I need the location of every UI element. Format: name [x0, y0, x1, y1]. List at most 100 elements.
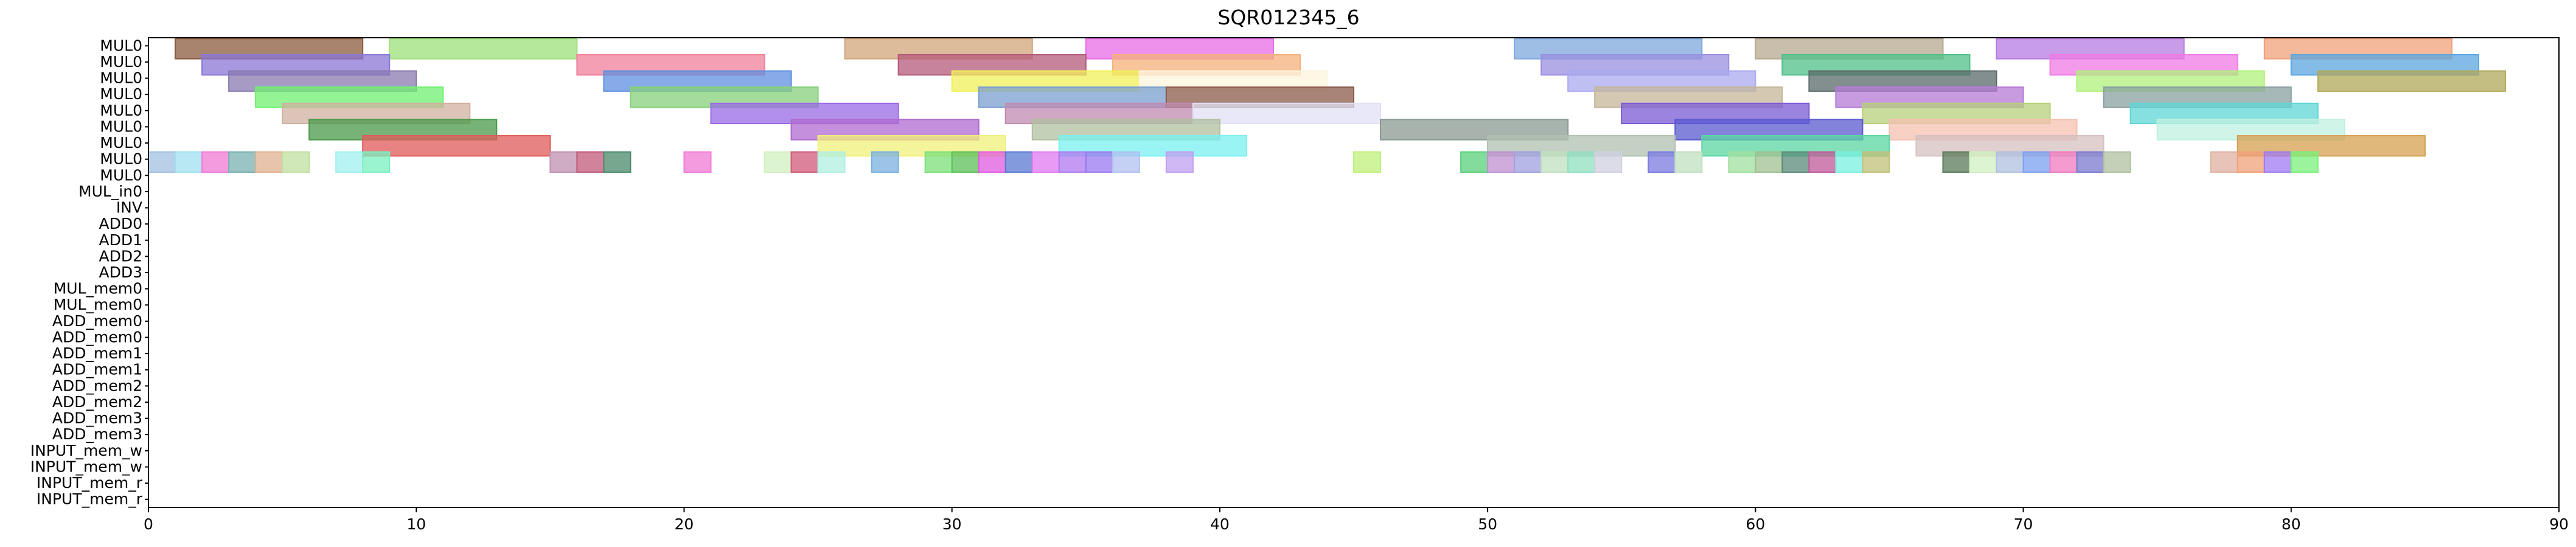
task-bar	[576, 151, 605, 173]
x-tick-label: 70	[2014, 515, 2033, 533]
chart-title: SQR012345_6	[1217, 5, 1359, 29]
task-bar	[389, 38, 578, 60]
y-tick-label: ADD1	[99, 231, 142, 249]
y-tick-label: ADD0	[99, 215, 142, 232]
task-bar	[255, 151, 284, 173]
task-bar	[2103, 151, 2131, 173]
task-bar	[2237, 151, 2265, 173]
task-bar	[335, 151, 364, 173]
task-bar	[1835, 151, 1864, 173]
y-tick-label: INPUT_mem_w	[30, 442, 142, 459]
y-tick-label: ADD_mem3	[52, 425, 142, 443]
task-bar	[1004, 151, 1033, 173]
task-bar	[2263, 151, 2292, 173]
task-bar	[2210, 151, 2238, 173]
y-tick-label: MUL0	[100, 85, 142, 103]
y-tick-label: ADD_mem2	[52, 377, 142, 394]
y-tick-label: ADD_mem1	[52, 361, 142, 378]
task-bar	[2290, 151, 2319, 173]
y-tick-label: MUL0	[100, 37, 142, 54]
task-bar	[1540, 151, 1569, 173]
x-tick-label: 50	[1478, 515, 1497, 533]
task-bar	[1165, 151, 1194, 173]
x-tick-label: 10	[406, 515, 426, 533]
x-tick-label: 20	[675, 515, 694, 533]
task-bar	[2022, 151, 2051, 173]
task-bar	[1460, 151, 1489, 173]
task-bar	[790, 151, 819, 173]
task-bar	[1862, 151, 1890, 173]
task-bar	[1085, 151, 1113, 173]
y-tick-label: MUL_mem0	[54, 296, 142, 313]
task-bar	[228, 151, 257, 173]
task-bar	[978, 151, 1006, 173]
task-bar	[1674, 151, 1703, 173]
task-bar	[1755, 151, 1783, 173]
task-bar	[871, 151, 899, 173]
y-tick-label: INPUT_mem_r	[37, 490, 143, 508]
y-tick-label: ADD_mem3	[52, 409, 142, 427]
y-tick-label: INV	[116, 199, 142, 217]
task-bar	[951, 151, 980, 173]
task-bar	[817, 135, 1006, 157]
task-bar	[2317, 70, 2506, 92]
task-bar	[148, 151, 176, 173]
task-bar	[201, 151, 230, 173]
x-axis: 0 10 20 30 40 50 60 70 80 90	[144, 507, 2569, 533]
x-tick-label: 0	[144, 515, 153, 533]
y-tick-label: ADD_mem1	[52, 344, 142, 362]
task-bar	[683, 151, 712, 173]
task-bar	[1031, 151, 1060, 173]
y-tick-label: MUL0	[100, 134, 142, 152]
task-bar	[1942, 151, 1971, 173]
task-bar	[282, 151, 310, 173]
task-bar	[1353, 151, 1382, 173]
y-tick-label: INPUT_mem_w	[30, 458, 142, 475]
task-bar	[924, 151, 953, 173]
y-tick-label: MUL0	[100, 102, 142, 119]
task-bar	[1808, 151, 1837, 173]
x-tick-label: 80	[2282, 515, 2301, 533]
y-tick-label: MUL0	[100, 150, 142, 168]
task-bar	[1594, 151, 1623, 173]
task-bar	[817, 151, 846, 173]
y-tick-label: MUL0	[100, 166, 142, 184]
x-tick-label: 60	[1746, 515, 1765, 533]
task-bar	[1996, 151, 2024, 173]
task-bar	[1648, 151, 1676, 173]
task-bar	[2076, 151, 2104, 173]
y-tick-label: MUL_mem0	[54, 280, 142, 298]
task-bar	[1567, 151, 1596, 173]
task-bar	[1380, 119, 1569, 141]
x-tick-label: 40	[1210, 515, 1230, 533]
task-bars	[148, 38, 2506, 173]
y-axis-labels: MUL0MUL0MUL0MUL0MUL0MUL0MUL0MUL0MUL0MUL_…	[30, 37, 148, 508]
task-bar	[1058, 135, 1247, 157]
task-bar	[1192, 102, 1382, 125]
task-bar	[1969, 151, 1997, 173]
x-tick-label: 90	[2549, 515, 2569, 533]
task-bar	[362, 135, 551, 157]
y-tick-label: MUL0	[100, 69, 142, 87]
y-tick-label: MUL_in0	[78, 183, 142, 200]
task-bar	[603, 151, 632, 173]
task-bar	[1514, 151, 1542, 173]
y-tick-label: MUL0	[100, 117, 142, 135]
task-bar	[549, 151, 578, 173]
y-tick-label: ADD_mem2	[52, 393, 142, 411]
y-tick-label: ADD_mem0	[52, 312, 142, 330]
task-bar	[175, 151, 203, 173]
task-bar	[1112, 151, 1140, 173]
x-tick-label: 30	[942, 515, 962, 533]
y-tick-label: ADD3	[99, 263, 142, 281]
y-tick-label: INPUT_mem_r	[37, 474, 143, 492]
task-bar	[2049, 151, 2078, 173]
task-bar	[1781, 151, 1810, 173]
task-bar	[1728, 151, 1756, 173]
task-bar	[1487, 151, 1516, 173]
y-tick-label: ADD2	[99, 247, 142, 265]
task-bar	[362, 151, 391, 173]
task-bar	[1058, 151, 1087, 173]
